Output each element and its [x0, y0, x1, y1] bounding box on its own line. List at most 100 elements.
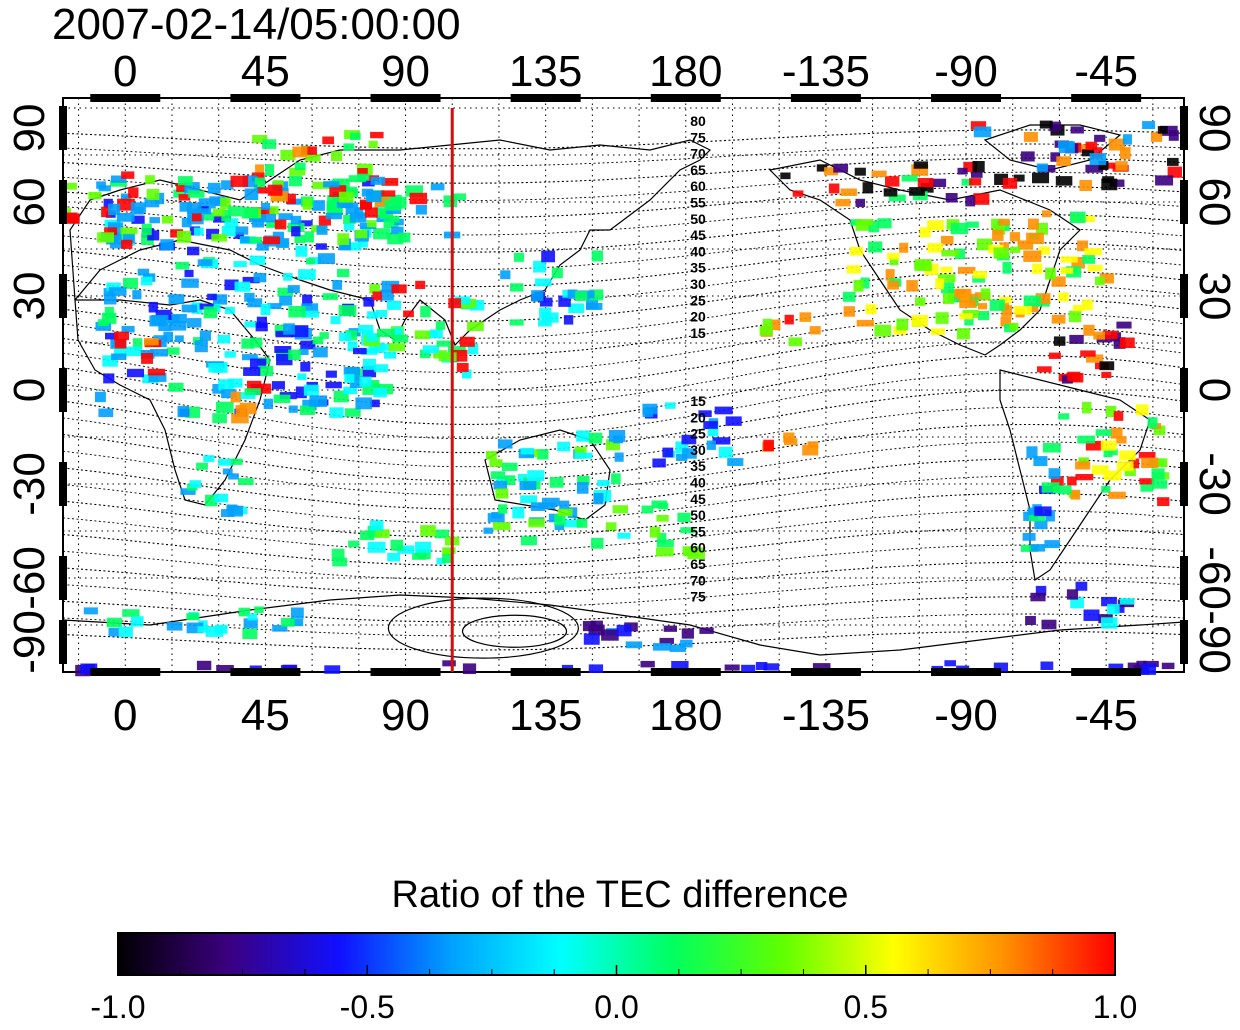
- data-cell: [187, 246, 200, 256]
- data-cell: [868, 241, 883, 253]
- data-cell: [980, 288, 991, 300]
- data-cell: [906, 280, 918, 292]
- data-cell: [1119, 337, 1135, 349]
- magnetic-latitude-contours: [62, 129, 1185, 659]
- data-cell: [65, 213, 80, 224]
- data-cell: [917, 178, 934, 188]
- data-cell: [513, 252, 525, 262]
- data-cell: [576, 482, 589, 494]
- data-cell: [528, 518, 545, 528]
- data-cell: [935, 312, 949, 324]
- data-cell: [1051, 476, 1064, 486]
- data-cell: [392, 334, 409, 343]
- data-cell: [1070, 489, 1081, 500]
- data-cell: [231, 413, 249, 424]
- data-cell: [373, 228, 391, 240]
- data-cell: [398, 232, 411, 243]
- data-cell: [999, 296, 1012, 304]
- data-cell: [1151, 468, 1165, 480]
- data-cell: [108, 287, 127, 296]
- data-cell: [538, 319, 552, 327]
- data-cell: [1102, 330, 1118, 340]
- data-cell: [498, 504, 508, 514]
- data-cell: [244, 388, 261, 395]
- data-cell: [714, 406, 733, 415]
- data-cell: [298, 220, 313, 227]
- data-cell: [1140, 484, 1154, 492]
- data-cell: [1102, 162, 1116, 169]
- data-cell: [909, 187, 925, 196]
- data-cell: [353, 347, 367, 355]
- top-lon-label: 90: [381, 47, 430, 96]
- data-cell: [184, 269, 194, 278]
- data-cell: [1025, 616, 1036, 626]
- data-cell: [1051, 276, 1066, 287]
- data-cell: [991, 218, 1004, 229]
- data-cell: [235, 226, 249, 235]
- data-cell: [302, 198, 312, 210]
- data-cell: [871, 170, 887, 178]
- data-cell: [283, 323, 295, 335]
- data-cell: [243, 618, 258, 629]
- data-cell: [374, 197, 390, 208]
- top-lon-label: 0: [113, 47, 137, 96]
- data-cell: [681, 434, 697, 445]
- data-cell: [1067, 476, 1077, 486]
- data-cell: [495, 488, 509, 499]
- data-cell: [1119, 450, 1136, 461]
- left-tick-mark: [59, 556, 67, 600]
- data-cell: [940, 282, 955, 294]
- data-cell: [1071, 257, 1085, 269]
- data-cell: [915, 297, 926, 306]
- data-cell: [612, 505, 629, 514]
- data-cell: [1075, 581, 1088, 591]
- data-cell: [121, 239, 133, 249]
- data-cell: [415, 280, 426, 290]
- data-cell: [1042, 443, 1061, 453]
- right-lat-label: -90: [1190, 610, 1239, 674]
- contour-line: [62, 527, 1185, 567]
- data-cell: [221, 225, 237, 237]
- data-cell: [175, 261, 190, 270]
- contour-label: 20: [690, 409, 706, 425]
- top-lon-label: -135: [782, 47, 870, 96]
- data-cell: [247, 298, 263, 308]
- data-cell: [368, 342, 385, 353]
- data-cell: [944, 660, 957, 667]
- data-cell: [397, 545, 415, 554]
- data-cell: [1099, 273, 1114, 284]
- tec-ratio-data-patches: [60, 120, 1182, 677]
- data-cell: [263, 398, 273, 410]
- data-cell: [568, 303, 585, 314]
- data-cell: [108, 203, 121, 216]
- data-cell: [677, 512, 691, 523]
- data-cell: [469, 300, 485, 311]
- data-cell: [1116, 436, 1127, 444]
- left-tick-mark: [59, 274, 67, 318]
- data-cell: [247, 613, 258, 621]
- data-cell: [874, 324, 892, 337]
- data-cell: [885, 176, 900, 187]
- data-cell: [147, 368, 166, 376]
- coast-greenland: [983, 124, 1122, 171]
- data-cell: [171, 314, 187, 324]
- data-cell: [1141, 663, 1156, 675]
- data-cell: [63, 182, 77, 190]
- bottom-lon-label: 180: [649, 691, 722, 740]
- data-cell: [272, 625, 288, 632]
- data-cell: [656, 547, 674, 557]
- colorbar-ticks: -1.0 -0.5 0.0 0.5 1.0: [90, 965, 1137, 1025]
- data-cell: [1082, 255, 1095, 264]
- data-cell: [1086, 354, 1104, 363]
- data-cell: [251, 172, 265, 182]
- top-tick-mark: [931, 94, 1002, 102]
- data-cell: [1139, 478, 1155, 485]
- data-cell: [132, 290, 142, 300]
- data-cell: [1069, 334, 1084, 344]
- data-cell: [1077, 435, 1096, 444]
- data-cell: [1023, 132, 1038, 142]
- data-cell: [333, 390, 349, 403]
- right-lat-label: 30: [1190, 272, 1239, 321]
- data-cell: [278, 213, 293, 221]
- data-cell: [591, 250, 603, 262]
